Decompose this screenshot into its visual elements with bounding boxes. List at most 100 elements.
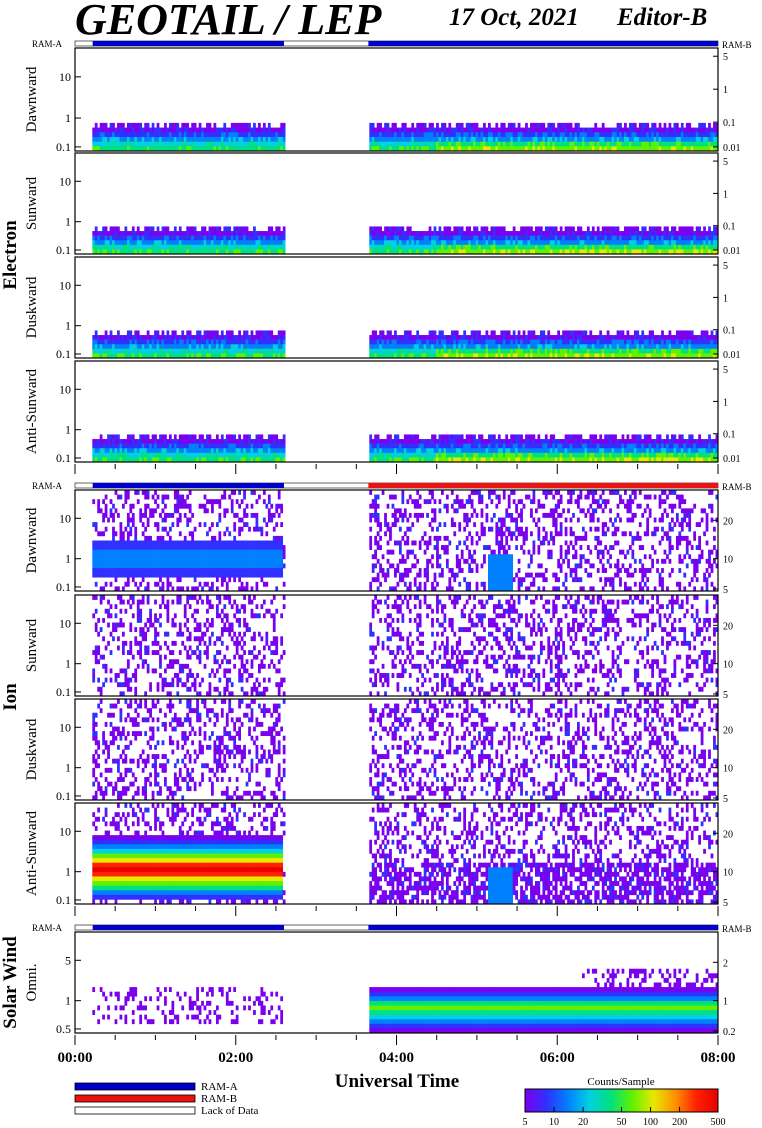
spectrogram-cell — [369, 132, 373, 138]
spectrogram-cell — [473, 443, 476, 449]
spectrogram-cell — [394, 353, 397, 359]
spectrogram-cell — [668, 330, 672, 336]
spectrogram-cell — [381, 244, 385, 250]
spectrogram-cell — [102, 452, 105, 458]
spectrogram-cell — [403, 136, 407, 142]
spectrogram-cell — [131, 127, 135, 133]
spectrogram-cell — [198, 452, 202, 458]
spectrogram-cell — [154, 146, 157, 152]
spectrogram-cell — [671, 132, 674, 138]
spectrogram-cell — [245, 132, 249, 138]
spectrogram-cell — [201, 457, 204, 463]
spectrogram-cell — [139, 249, 143, 255]
spectrogram-cell — [374, 434, 378, 440]
spectrogram-cell — [136, 146, 140, 152]
spectrogram-cell — [258, 235, 261, 241]
spectrogram-cell — [181, 244, 185, 250]
spectrogram-cell — [260, 132, 264, 138]
spectrogram-cell — [703, 136, 706, 142]
spectrogram-cell — [463, 330, 467, 336]
spectrogram-cell — [107, 132, 110, 138]
spectrogram-cell — [584, 244, 588, 250]
spectrogram-cell — [638, 127, 642, 133]
spectrogram-cell — [453, 136, 457, 142]
spectrogram-cell — [421, 249, 424, 255]
spectrogram-cell — [403, 434, 407, 440]
spectrogram-cell — [552, 122, 556, 128]
spectrogram-cell — [648, 330, 652, 336]
spectrogram-cell — [505, 439, 509, 444]
spectrogram-cell — [458, 146, 462, 152]
spectrogram-cell — [112, 344, 115, 350]
spectrogram-cell — [196, 339, 199, 345]
spectrogram-cell — [483, 353, 486, 359]
spectrogram-cell — [515, 439, 518, 444]
spectrogram-cell — [562, 136, 565, 142]
spectrogram-cell — [443, 439, 447, 444]
spectrogram-cell — [220, 339, 224, 345]
spectrogram-cell — [473, 434, 476, 440]
spectrogram-cell — [213, 335, 217, 340]
spectrogram-cell — [646, 457, 650, 463]
spectrogram-cell — [408, 335, 412, 340]
spectrogram-cell — [114, 344, 118, 350]
spectrogram-cell — [176, 348, 180, 354]
spectrogram-cell — [371, 344, 375, 350]
spectrogram-cell — [559, 452, 563, 458]
spectrogram-cell — [463, 132, 467, 138]
spectrogram-cell — [658, 339, 662, 345]
spectrogram-cell — [265, 443, 269, 449]
spectrogram-cell — [203, 146, 207, 152]
spectrogram-cell — [611, 132, 615, 138]
spectrogram-cell — [215, 457, 219, 463]
spectrogram-cell — [213, 443, 217, 449]
spectrogram-cell — [119, 235, 123, 241]
spectrogram-cell — [705, 330, 709, 336]
spectrogram-cell — [421, 443, 424, 449]
spectrogram-cell — [527, 235, 531, 241]
spectrogram-cell — [441, 452, 444, 458]
spectrogram-cell — [448, 434, 452, 440]
spectrogram-cell — [403, 141, 407, 147]
spectrogram-cell — [280, 353, 284, 359]
spectrogram-cell — [258, 353, 261, 359]
spectrogram-cell — [223, 457, 227, 463]
spectrogram-cell — [119, 339, 123, 345]
spectrogram-cell — [159, 457, 162, 463]
spectrogram-cell — [455, 136, 459, 142]
spectrogram-cell — [119, 132, 123, 138]
spectrogram-cell — [581, 231, 585, 236]
spectrogram-cell — [193, 457, 197, 463]
spectrogram-cell — [668, 457, 672, 463]
spectrogram-cell — [433, 434, 437, 440]
spectrogram-cell — [381, 231, 385, 236]
spectrogram-cell — [507, 141, 511, 147]
spectrogram-cell — [624, 235, 627, 241]
spectrogram-cell — [191, 339, 194, 345]
spectrogram-cell — [191, 141, 194, 147]
spectrogram-cell — [460, 249, 464, 255]
spectrogram-cell — [500, 443, 504, 449]
spectrogram-cell — [544, 132, 548, 138]
spectrogram-cell — [374, 339, 378, 345]
spectrogram-cell — [473, 146, 476, 152]
spectrogram-cell — [235, 235, 239, 241]
spectrogram-cell — [416, 434, 420, 440]
spectrogram-cell — [277, 249, 281, 255]
spectrogram-cell — [624, 335, 627, 340]
spectrogram-cell — [611, 348, 615, 354]
spectrogram-cell — [520, 244, 523, 250]
spectrogram-cell — [601, 136, 605, 142]
spectrogram-cell — [700, 344, 704, 350]
spectrogram-cell — [228, 335, 232, 340]
spectrogram-cell — [208, 235, 212, 241]
spectrogram-cell — [151, 136, 155, 142]
spectrogram-cell — [485, 448, 489, 454]
spectrogram-cell — [539, 122, 543, 128]
spectrogram-cell — [260, 136, 264, 142]
spectrogram-cell — [198, 339, 202, 345]
spectrogram-cell — [594, 136, 598, 142]
spectrogram-cell — [109, 122, 113, 128]
spectrogram-cell — [136, 439, 140, 444]
spectrogram-cell — [653, 353, 657, 359]
